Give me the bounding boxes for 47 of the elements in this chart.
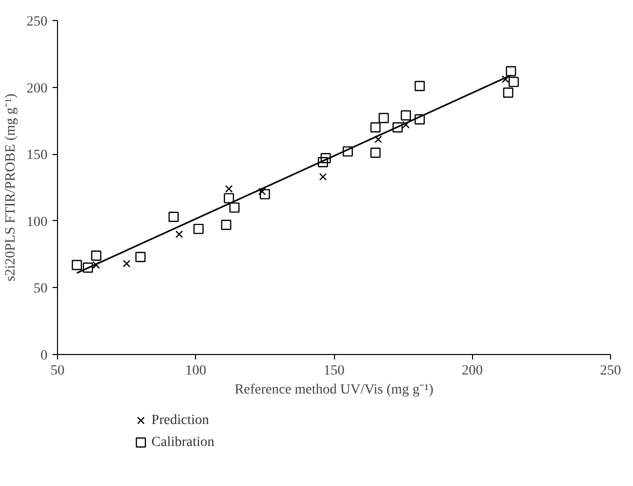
point	[502, 76, 510, 84]
point	[135, 252, 146, 262]
y-tick-label: 0	[40, 348, 48, 364]
point	[400, 110, 411, 120]
point	[168, 212, 179, 222]
y-tick-label: 100	[26, 214, 48, 230]
point	[318, 157, 328, 168]
y-tick-label: 150	[26, 148, 48, 164]
point	[506, 66, 516, 76]
point	[320, 153, 331, 164]
y-tick-label: 200	[26, 81, 48, 96]
x-tick-label: 100	[185, 364, 206, 378]
y-tick-label: 250	[26, 14, 48, 30]
point	[225, 185, 233, 193]
x-tick-label: 150	[324, 364, 344, 378]
point	[402, 120, 410, 128]
x-tick-label: 200	[462, 364, 483, 378]
point	[378, 112, 389, 124]
legend-label: Prediction	[151, 413, 209, 428]
point	[319, 173, 327, 181]
point	[414, 80, 425, 92]
legend-label: Calibration	[151, 435, 214, 450]
y-tick-label: 50	[34, 282, 48, 297]
point	[392, 122, 403, 132]
point	[72, 260, 82, 270]
point	[224, 193, 234, 204]
point	[92, 261, 100, 269]
x-axis-title: Reference method UV/Vis (mg g⁻¹)	[234, 382, 434, 398]
point	[229, 202, 240, 213]
point	[414, 114, 425, 124]
point	[370, 122, 381, 132]
point	[374, 136, 382, 144]
point	[175, 230, 183, 238]
point	[508, 76, 519, 88]
point	[503, 88, 514, 98]
y-axis-title: s2i20PLS FTIR/PROBE (mg g⁻¹)	[4, 93, 18, 282]
point	[82, 262, 94, 273]
x-tick-label: 50	[50, 364, 64, 378]
point	[370, 148, 381, 158]
point	[91, 250, 102, 261]
x-tick-label: 250	[600, 364, 621, 378]
point	[193, 224, 204, 234]
point	[342, 146, 353, 157]
point	[260, 189, 270, 200]
point	[122, 260, 130, 268]
point	[258, 188, 266, 196]
point	[221, 220, 232, 230]
